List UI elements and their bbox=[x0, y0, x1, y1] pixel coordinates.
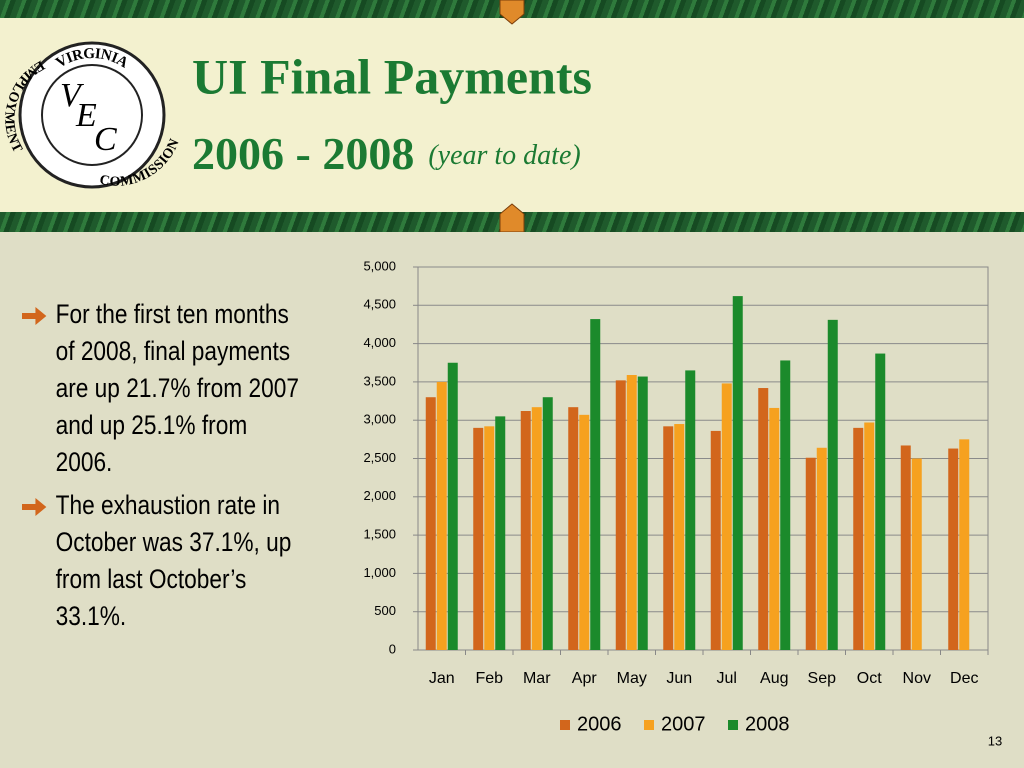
page-number: 13 bbox=[988, 733, 1002, 748]
bullet: The exhaustion rate in October was 37.1%… bbox=[22, 487, 308, 635]
bar bbox=[531, 407, 542, 650]
x-tick-label: May bbox=[617, 670, 647, 687]
bar bbox=[615, 380, 626, 650]
x-tick-label: Jan bbox=[429, 670, 455, 687]
bar bbox=[674, 424, 685, 650]
bar bbox=[436, 381, 447, 650]
bar bbox=[579, 414, 590, 650]
x-tick-label: Sep bbox=[808, 670, 837, 687]
subtitle: 2006 - 2008 (year to date) bbox=[192, 128, 581, 179]
bar bbox=[685, 370, 696, 650]
bar bbox=[948, 448, 959, 650]
x-tick-label: Feb bbox=[475, 670, 503, 687]
y-tick-label: 0 bbox=[389, 641, 396, 656]
bar bbox=[542, 397, 553, 650]
bar bbox=[495, 416, 506, 650]
bar bbox=[875, 353, 886, 650]
bar bbox=[568, 407, 579, 650]
bar bbox=[637, 376, 648, 650]
y-tick-label: 1,500 bbox=[363, 527, 396, 542]
arrow bbox=[22, 307, 47, 325]
y-tick-label: 3,000 bbox=[363, 412, 396, 427]
bar bbox=[710, 430, 721, 650]
title: UI Final Payments bbox=[192, 48, 592, 104]
logo-letter: E bbox=[75, 97, 97, 134]
x-tick-label: Jun bbox=[666, 670, 692, 687]
bar bbox=[626, 375, 637, 650]
tab bbox=[499, 0, 525, 25]
x-tick-label: Dec bbox=[950, 670, 978, 687]
y-tick-label: 4,500 bbox=[363, 297, 396, 312]
legend-label: 2006 bbox=[577, 713, 622, 735]
bullet-list: For the first ten months of 2008, final … bbox=[22, 296, 308, 641]
x-tick-label: Oct bbox=[857, 670, 882, 687]
title-note: (year to date) bbox=[428, 140, 580, 171]
bar bbox=[473, 427, 484, 650]
bar bbox=[816, 447, 827, 650]
bar bbox=[663, 426, 674, 650]
header-art: Virginia Employment Commission V E C UI … bbox=[1, 0, 592, 232]
legend-label: 2008 bbox=[745, 713, 790, 735]
bullet: For the first ten months of 2008, final … bbox=[22, 296, 308, 481]
y-tick-label: 2,000 bbox=[363, 488, 396, 503]
bar bbox=[758, 388, 769, 650]
bar bbox=[425, 397, 436, 650]
bullet-text: The exhaustion rate in October was 37.1%… bbox=[55, 490, 292, 631]
bar bbox=[805, 457, 816, 650]
legend-swatch bbox=[728, 720, 738, 730]
x-tick-label: Jul bbox=[717, 670, 737, 687]
bar bbox=[590, 319, 601, 650]
tab bbox=[499, 203, 525, 232]
y-tick-label: 4,000 bbox=[363, 335, 396, 350]
bar bbox=[911, 458, 922, 650]
bar bbox=[864, 422, 875, 650]
bar bbox=[484, 426, 495, 650]
y-tick-label: 1,000 bbox=[363, 565, 396, 580]
legend-label: 2007 bbox=[661, 713, 706, 735]
legend-swatch bbox=[644, 720, 654, 730]
bar bbox=[721, 383, 732, 650]
title-years: 2006 - 2008 bbox=[192, 128, 414, 179]
bar bbox=[853, 427, 864, 650]
bullet-text: For the first ten months of 2008, final … bbox=[55, 299, 299, 477]
x-tick-label: Mar bbox=[523, 670, 551, 687]
x-tick-label: Aug bbox=[760, 670, 788, 687]
y-tick-label: 2,500 bbox=[363, 450, 396, 465]
y-tick-label: 5,000 bbox=[363, 258, 396, 273]
header bbox=[0, 18, 1024, 212]
bar bbox=[447, 362, 458, 650]
legend-swatch bbox=[560, 720, 570, 730]
bar bbox=[769, 407, 780, 650]
bar bbox=[780, 360, 791, 650]
y-tick-label: 3,500 bbox=[363, 373, 396, 388]
bar bbox=[900, 445, 911, 650]
logo-ring bbox=[41, 64, 143, 166]
bar bbox=[827, 319, 838, 650]
bar bbox=[959, 439, 970, 650]
x-tick-label: Nov bbox=[903, 670, 931, 687]
bar bbox=[520, 411, 531, 650]
arrow bbox=[22, 498, 47, 516]
x-tick-label: Apr bbox=[572, 670, 598, 687]
y-tick-label: 500 bbox=[374, 603, 396, 618]
logo-letter: C bbox=[94, 121, 117, 158]
bar bbox=[732, 296, 743, 650]
